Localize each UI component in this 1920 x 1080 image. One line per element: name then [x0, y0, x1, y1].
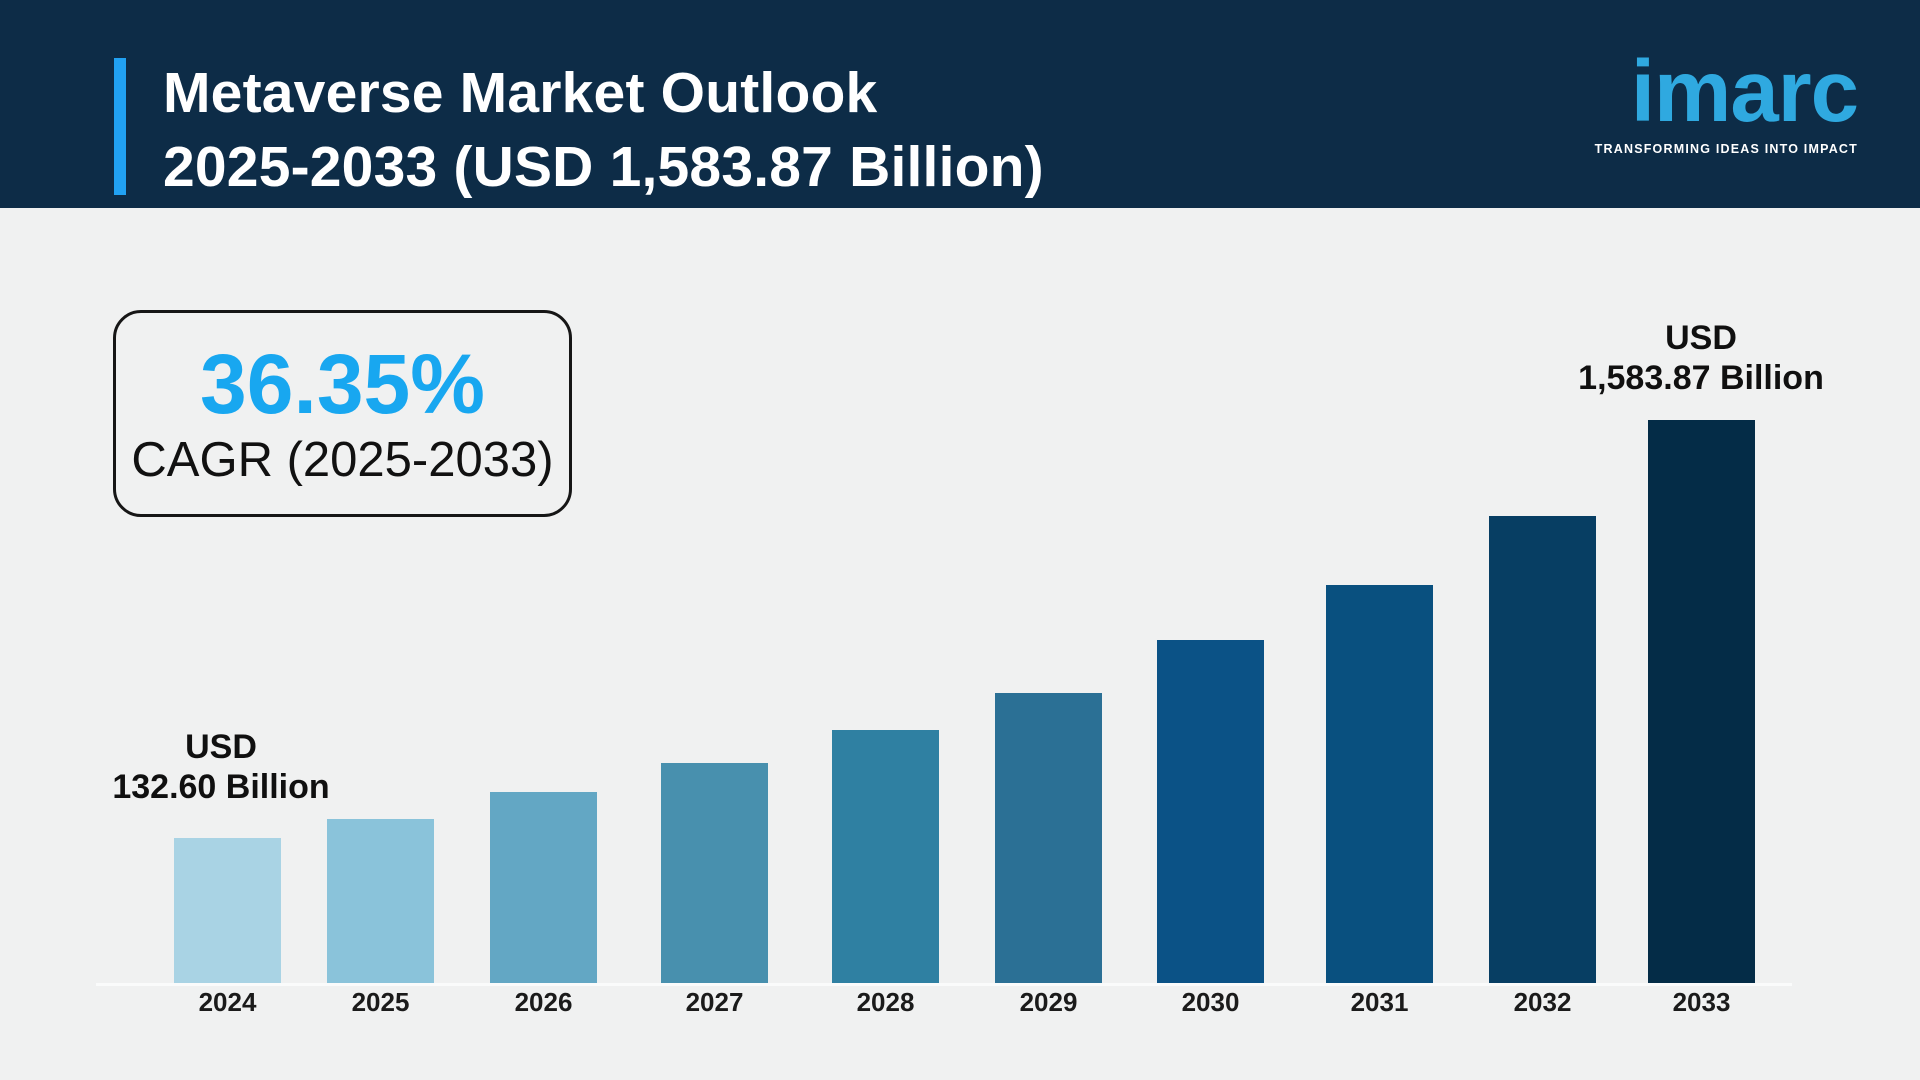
value-label-2024-currency: USD	[185, 728, 257, 766]
cagr-label: CAGR (2025-2033)	[131, 432, 554, 487]
cagr-box: 36.35% CAGR (2025-2033)	[113, 310, 572, 517]
bar-2026	[490, 792, 597, 983]
x-axis-label-2031: 2031	[1350, 987, 1409, 1017]
logo-wordmark: imarc	[1630, 43, 1859, 140]
bar-2031	[1326, 585, 1433, 983]
bar-2029	[995, 693, 1102, 983]
title-accent-bar	[114, 58, 126, 195]
value-label-2024: USD 132.60 Billion	[112, 727, 329, 807]
bar-2025	[327, 819, 434, 983]
x-axis-label-2028: 2028	[856, 987, 915, 1017]
x-axis-label-2033: 2033	[1672, 987, 1731, 1017]
value-label-2024-amount: 132.60 Billion	[112, 768, 330, 806]
x-axis-label-2027: 2027	[685, 987, 744, 1017]
page-title-line1: Metaverse Market Outlook	[163, 61, 878, 125]
x-axis-label-2030: 2030	[1181, 987, 1240, 1017]
bar-2028	[832, 730, 939, 983]
header: Metaverse Market Outlook 2025-2033 (USD …	[0, 0, 1920, 208]
bar-2032	[1489, 516, 1596, 983]
x-axis-line	[96, 983, 1792, 986]
bar-2030	[1157, 640, 1264, 983]
bar-2027	[661, 763, 768, 983]
x-axis-label-2029: 2029	[1019, 987, 1078, 1017]
value-label-2033: USD 1,583.87 Billion	[1578, 318, 1824, 398]
value-label-2033-amount: 1,583.87 Billion	[1578, 359, 1824, 397]
imarc-logo: imarc TRANSFORMING IDEAS INTO IMPACT	[1594, 43, 1859, 157]
page-title-line2: 2025-2033 (USD 1,583.87 Billion)	[163, 135, 1044, 199]
bar-2024	[174, 838, 281, 983]
x-axis-label-2032: 2032	[1513, 987, 1572, 1017]
value-label-2033-currency: USD	[1665, 319, 1737, 357]
x-axis-label-2025: 2025	[351, 987, 410, 1017]
page-title: Metaverse Market Outlook 2025-2033 (USD …	[163, 56, 1044, 204]
bar-2033	[1648, 420, 1755, 983]
x-axis-label-2026: 2026	[514, 987, 573, 1017]
logo-tagline: TRANSFORMING IDEAS INTO IMPACT	[1594, 142, 1858, 156]
x-axis-label-2024: 2024	[198, 987, 257, 1017]
cagr-value: 36.35%	[200, 336, 485, 431]
